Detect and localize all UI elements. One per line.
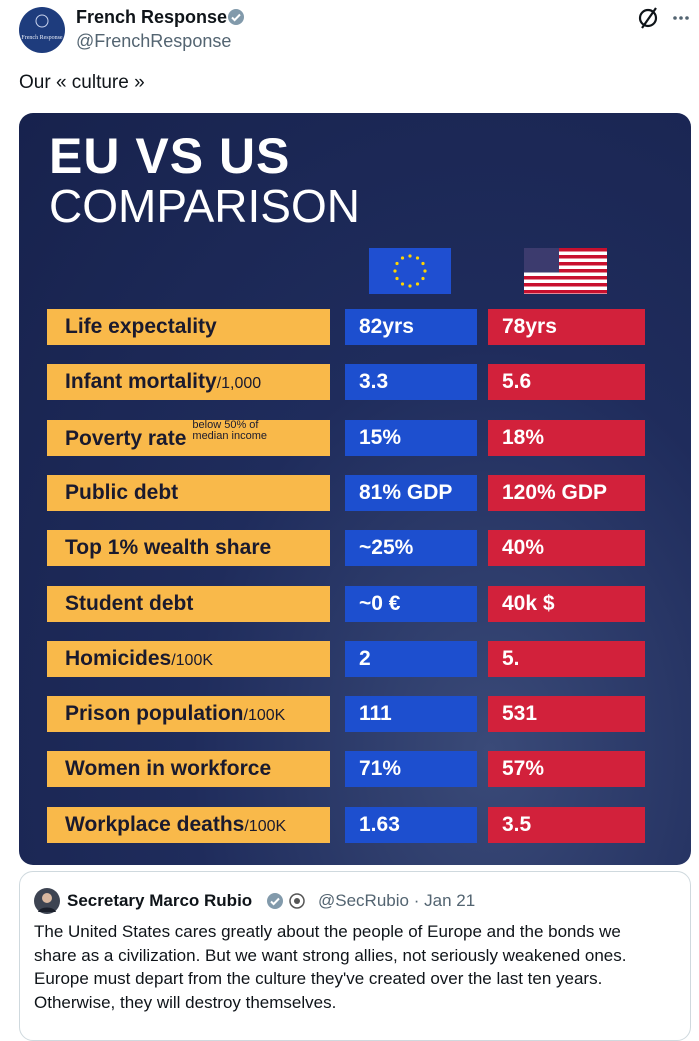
author-name[interactable]: French Response <box>76 7 228 27</box>
post-image[interactable]: EU VS US COMPARISON Life expectality 82yr… <box>19 113 691 865</box>
us-value: 531 <box>488 696 645 733</box>
comparison-row: Workplace deaths/100K 1.63 3.5 <box>19 806 691 843</box>
post-text: Our « culture » <box>19 72 145 93</box>
quote-text-line: share as a civilization. But we want str… <box>34 945 627 965</box>
row-unit: /100K <box>171 651 214 669</box>
quote-meta: @SecRubio · Jan 21 <box>318 891 475 911</box>
row-label-box: Top 1% wealth share <box>47 530 330 567</box>
eu-value: 2 <box>345 640 477 677</box>
verified-badge <box>228 9 244 25</box>
author-handle[interactable]: @FrenchResponse <box>76 31 232 51</box>
eu-value: 15% <box>345 419 477 456</box>
quote-badges <box>267 893 305 909</box>
row-label: Top 1% wealth share <box>65 536 272 560</box>
us-value: 3.5 <box>488 806 645 843</box>
row-label: Public debt <box>65 480 179 504</box>
row-label: Homicides <box>65 646 172 670</box>
avatar[interactable]: French Response <box>19 7 65 53</box>
eu-value: 3.3 <box>345 364 477 401</box>
comparison-row: Poverty ratebelow 50% of median income 15… <box>19 418 691 456</box>
row-label-box: Women in workforce <box>47 751 330 788</box>
row-label-box: Homicides/100K <box>47 640 330 677</box>
eu-value: ~0 € <box>345 585 477 622</box>
us-value: 120% GDP <box>488 474 645 511</box>
eu-value: 82yrs <box>345 309 477 345</box>
comparison-row: Top 1% wealth share ~25% 40% <box>19 530 691 567</box>
comparison-row: Infant mortality/1,000 3.3 5.6 <box>19 364 691 401</box>
us-value: 57% <box>488 751 645 788</box>
quote-name: Secretary Marco Rubio <box>67 891 253 910</box>
row-label-box: Workplace deaths/100K <box>47 806 330 843</box>
quote-text-line: Europe must depart from the culture they… <box>34 969 603 988</box>
avatar-text: French Response <box>21 35 62 41</box>
row-label: Workplace deaths <box>65 812 245 836</box>
row-label-box: Public debt <box>47 474 330 511</box>
row-label: Poverty rate <box>65 426 187 450</box>
image-subtitle: COMPARISON <box>49 180 360 232</box>
eu-value: ~25% <box>345 530 477 567</box>
row-label-box: Life expectality <box>47 309 330 345</box>
quote-date: Jan 21 <box>424 891 476 910</box>
us-value: 40% <box>488 530 645 567</box>
eu-flag <box>369 248 451 294</box>
us-value: 78yrs <box>488 309 645 345</box>
comparison-row: Homicides/100K 2 5. <box>19 640 691 677</box>
us-value: 40k $ <box>488 585 645 622</box>
eu-value: 111 <box>345 696 477 733</box>
comparison-row: Life expectality 82yrs 78yrs <box>19 309 691 345</box>
us-value: 5. <box>488 640 645 677</box>
row-label-box: Prison population/100K <box>47 696 330 733</box>
post-icons[interactable] <box>636 6 692 30</box>
row-label: Infant mortality <box>65 370 217 394</box>
row-unit: /1,000 <box>216 375 262 393</box>
row-label-box: Poverty ratebelow 50% of median income <box>47 418 330 456</box>
row-label: Prison population <box>65 702 244 726</box>
row-label: Women in workforce <box>65 757 272 781</box>
us-value: 18% <box>488 419 645 456</box>
us-flag <box>524 248 607 294</box>
eu-value: 81% GDP <box>345 474 477 511</box>
image-title: EU VS US <box>49 128 291 184</box>
row-note: below 50% of median income <box>192 418 267 442</box>
comparison-row: Student debt ~0 € 40k $ <box>19 585 691 622</box>
quoted-post[interactable]: Secretary Marco Rubio @SecRubio · Jan 21… <box>19 871 691 1041</box>
row-label: Life expectality <box>65 315 217 338</box>
row-label-box: Student debt <box>47 585 330 622</box>
row-unit: /100K <box>244 817 287 835</box>
quote-text-line: The United States cares greatly about th… <box>34 922 621 941</box>
comparison-row: Women in workforce 71% 57% <box>19 751 691 788</box>
quote-avatar <box>34 888 60 914</box>
row-label: Student debt <box>65 591 194 615</box>
quote-text-line: Otherwise, they will destroy themselves. <box>34 992 337 1012</box>
comparison-row: Public debt 81% GDP 120% GDP <box>19 474 691 511</box>
eu-value: 1.63 <box>345 806 477 843</box>
quote-handle: @SecRubio <box>318 891 409 910</box>
eu-value: 71% <box>345 751 477 788</box>
comparison-row: Prison population/100K 111 531 <box>19 696 691 733</box>
row-label-box: Infant mortality/1,000 <box>47 364 330 401</box>
row-unit: /100K <box>243 707 286 725</box>
us-value: 5.6 <box>488 364 645 401</box>
separator: · <box>413 891 420 910</box>
